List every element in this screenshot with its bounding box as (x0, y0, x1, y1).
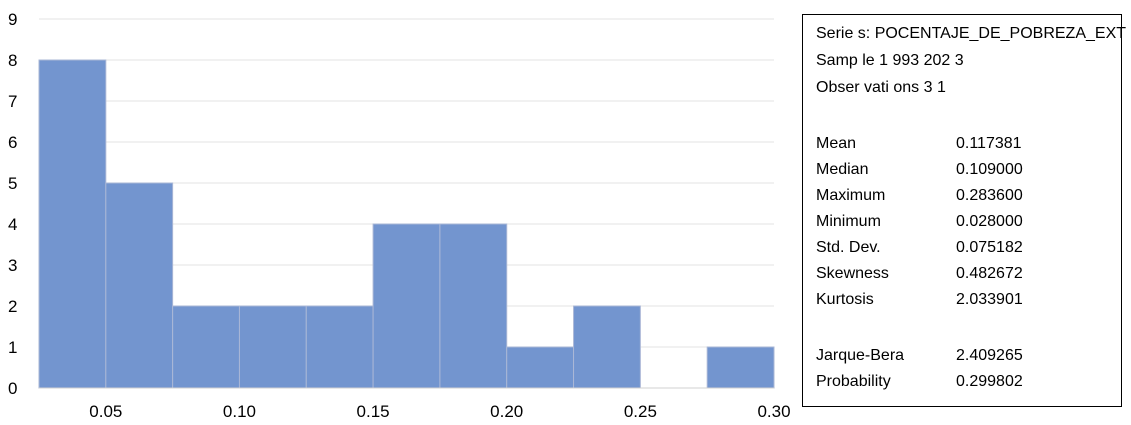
stat-label: Mean (816, 135, 857, 152)
stat-value: 0.117381 (956, 135, 1022, 152)
histogram-bar (439, 223, 508, 389)
y-tick-label: 6 (8, 133, 17, 152)
x-tick-label: 0.20 (490, 402, 523, 420)
histogram-bar (506, 346, 575, 389)
stat-label: Median (816, 161, 869, 178)
observations-count: Obser vati ons 3 1 (816, 79, 946, 96)
y-tick-label: 9 (8, 10, 17, 29)
y-tick-label: 4 (8, 215, 17, 234)
y-tick-label: 8 (8, 51, 17, 70)
y-tick-label: 0 (8, 379, 17, 398)
stat-label: Std. Dev. (816, 239, 881, 256)
stat-value: 2.033901 (956, 291, 1023, 308)
histogram-bar (105, 182, 174, 389)
stat-label: Minimum (816, 213, 881, 230)
histogram-bar (706, 346, 775, 389)
series-name: Serie s: POCENTAJE_DE_POBREZA_EXT (816, 25, 1127, 42)
sample-range: Samp le 1 993 202 3 (816, 52, 964, 69)
stat-label: Kurtosis (816, 291, 874, 308)
stat-value: 0.283600 (956, 187, 1023, 204)
histogram-bar (238, 305, 307, 389)
stat-label: Probability (816, 373, 891, 390)
histogram-chart: 0 1 2 3 4 5 6 7 8 9 0.05 0.10 0.15 0.20 0.25 0.30 (8, 10, 791, 421)
descriptive-statistics-panel: Serie s: POCENTAJE_DE_POBREZA_EXT Samp l… (802, 14, 1126, 407)
stat-value: 2.409265 (956, 347, 1023, 364)
y-tick-label: 7 (8, 92, 17, 111)
histogram-bar (305, 305, 374, 389)
histogram-bar (372, 223, 441, 389)
stat-label: Jarque-Bera (816, 347, 905, 364)
stat-label: Skewness (816, 265, 889, 282)
histogram-svg: 0 1 2 3 4 5 6 7 8 9 0.05 0.10 0.15 0.20 0.25 0.30 (8, 10, 791, 421)
x-tick-label: 0.30 (757, 402, 790, 420)
stat-value: 0.075182 (956, 239, 1023, 256)
x-tick-label: 0.10 (223, 402, 256, 420)
stat-value: 0.109000 (956, 161, 1023, 178)
x-tick-label: 0.15 (357, 402, 390, 420)
histogram-bar (172, 305, 240, 389)
histogram-bar (573, 305, 641, 389)
histogram-bar (38, 59, 107, 389)
y-tick-label: 5 (8, 174, 17, 193)
stat-value: 0.299802 (956, 373, 1023, 390)
stat-label: Maximum (816, 187, 886, 204)
y-tick-label: 2 (8, 297, 17, 316)
x-tick-label: 0.05 (89, 402, 122, 420)
y-tick-label: 1 (8, 338, 17, 357)
y-tick-label: 3 (8, 256, 17, 275)
stat-value: 0.028000 (956, 213, 1023, 230)
stat-value: 0.482672 (956, 265, 1023, 282)
x-tick-label: 0.25 (624, 402, 657, 420)
